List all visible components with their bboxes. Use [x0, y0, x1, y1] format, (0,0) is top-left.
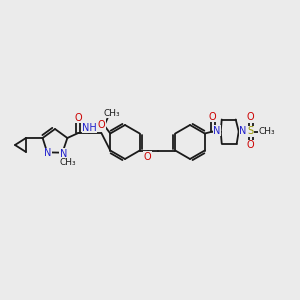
Text: N: N [60, 148, 67, 159]
Text: O: O [98, 119, 105, 130]
Text: S: S [248, 127, 254, 136]
Text: N: N [239, 125, 246, 136]
Text: O: O [144, 152, 152, 161]
Text: CH₃: CH₃ [104, 109, 121, 118]
Text: O: O [75, 113, 82, 123]
Text: N: N [44, 148, 52, 158]
Text: CH₃: CH₃ [59, 158, 76, 167]
Text: CH₃: CH₃ [258, 127, 275, 136]
Text: NH: NH [82, 123, 97, 133]
Text: N: N [213, 125, 220, 136]
Text: O: O [247, 112, 254, 122]
Text: O: O [209, 112, 217, 122]
Text: O: O [247, 140, 254, 151]
